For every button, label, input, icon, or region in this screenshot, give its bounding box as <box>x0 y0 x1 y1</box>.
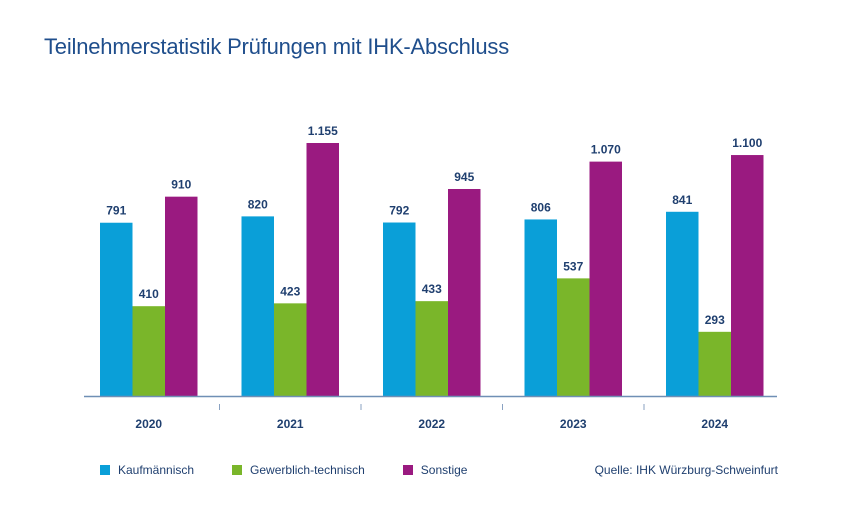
legend-label-gewerblich-technisch: Gewerblich-technisch <box>250 463 365 477</box>
data-label-2022-series-1: 433 <box>422 282 442 296</box>
data-label-2022-series-2: 945 <box>454 170 474 184</box>
data-label-2020-series-2: 910 <box>171 178 191 192</box>
bar-2024-series-0 <box>666 211 699 396</box>
legend-label-kaufmaennisch: Kaufmännisch <box>118 463 195 477</box>
data-label-2021-series-0: 820 <box>248 197 268 211</box>
bar-2022-series-1 <box>415 301 448 396</box>
data-label-2023-series-2: 1.070 <box>591 143 621 157</box>
data-label-2023-series-1: 537 <box>563 259 583 273</box>
legend-item-sonstige: Sonstige <box>402 463 468 477</box>
legend-label-sonstige: Sonstige <box>420 463 468 477</box>
bar-2021-series-1 <box>274 303 307 396</box>
legend: Kaufmännisch Gewerblich-technisch Sonsti… <box>100 463 505 477</box>
legend-item-kaufmaennisch: Kaufmännisch <box>100 463 194 477</box>
bar-2024-series-1 <box>698 331 731 396</box>
data-label-2021-series-2: 1.155 <box>308 124 338 138</box>
data-label-2020-series-1: 410 <box>139 287 159 301</box>
data-label-2023-series-0: 806 <box>531 200 551 214</box>
bar-2021-series-0 <box>241 216 274 396</box>
chart-title: Teilnehmerstatistik Prüfungen mit IHK-Ab… <box>44 34 510 59</box>
bar-2022-series-2 <box>448 189 481 396</box>
data-label-2020-series-0: 791 <box>106 204 126 218</box>
data-label-2024-series-1: 293 <box>705 313 725 327</box>
bar-2023-series-2 <box>589 161 622 396</box>
source-note: Quelle: IHK Würzburg-Schweinfurt <box>594 463 778 477</box>
x-tick-label-2024: 2024 <box>701 417 728 431</box>
bar-2023-series-1 <box>557 278 590 396</box>
x-tick-label-2020: 2020 <box>135 417 162 431</box>
data-label-2022-series-0: 792 <box>389 204 409 218</box>
bar-2020-series-1 <box>132 306 165 396</box>
data-label-2021-series-1: 423 <box>280 284 300 298</box>
bar-2024-series-2 <box>731 155 764 396</box>
legend-item-gewerblich-technisch: Gewerblich-technisch <box>232 463 365 477</box>
bar-2021-series-2 <box>306 143 339 396</box>
data-label-2024-series-0: 841 <box>672 193 692 207</box>
data-label-2024-series-2: 1.100 <box>732 136 762 150</box>
x-tick-label-2023: 2023 <box>560 417 587 431</box>
x-tick-label-2022: 2022 <box>418 417 445 431</box>
bar-2022-series-0 <box>383 222 416 396</box>
bar-2020-series-0 <box>100 222 133 396</box>
legend-swatch-gewerblich-technisch <box>232 465 243 475</box>
bar-2023-series-0 <box>524 219 557 396</box>
bar-2020-series-2 <box>165 196 198 396</box>
legend-swatch-kaufmaennisch <box>100 465 110 475</box>
legend-swatch-sonstige <box>402 465 413 475</box>
x-tick-label-2021: 2021 <box>277 417 304 431</box>
